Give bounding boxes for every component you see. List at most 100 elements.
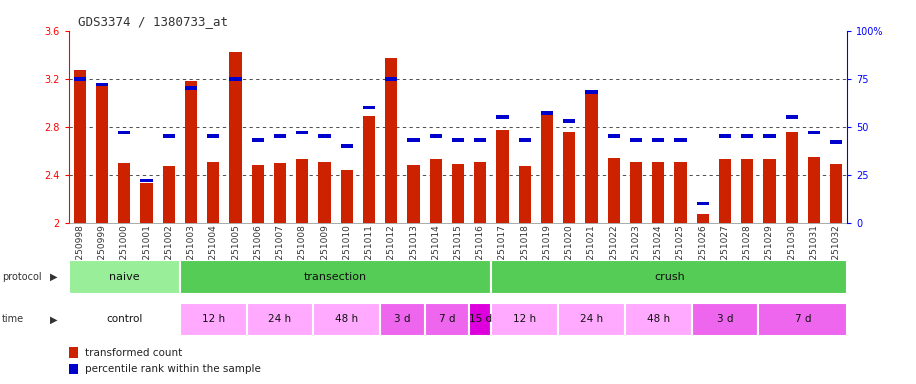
- Text: 12 h: 12 h: [202, 314, 224, 324]
- Bar: [73, 77, 86, 81]
- Bar: [540, 111, 553, 115]
- Bar: [118, 163, 130, 223]
- Bar: [69, 260, 180, 294]
- Bar: [630, 138, 642, 142]
- Bar: [469, 303, 491, 336]
- Bar: [830, 140, 843, 144]
- Bar: [630, 162, 642, 223]
- Bar: [252, 165, 264, 223]
- Bar: [430, 159, 442, 223]
- Bar: [363, 106, 376, 109]
- Bar: [452, 138, 464, 142]
- Bar: [185, 86, 197, 90]
- Bar: [558, 303, 625, 336]
- Bar: [341, 170, 353, 223]
- Bar: [607, 134, 620, 138]
- Bar: [518, 166, 531, 223]
- Bar: [607, 158, 620, 223]
- Bar: [763, 134, 776, 138]
- Bar: [69, 303, 180, 336]
- Bar: [491, 260, 847, 294]
- Text: naive: naive: [109, 272, 139, 282]
- Bar: [140, 183, 153, 223]
- Bar: [180, 303, 246, 336]
- Text: 7 d: 7 d: [794, 314, 811, 324]
- Text: ▶: ▶: [50, 272, 58, 282]
- Text: percentile rank within the sample: percentile rank within the sample: [85, 364, 261, 374]
- Bar: [786, 115, 798, 119]
- Bar: [719, 134, 731, 138]
- Bar: [741, 159, 753, 223]
- Bar: [73, 70, 86, 223]
- Bar: [696, 202, 709, 205]
- Bar: [180, 260, 491, 294]
- Bar: [452, 164, 464, 223]
- Bar: [385, 58, 398, 223]
- Bar: [585, 90, 597, 94]
- Bar: [274, 163, 286, 223]
- Bar: [474, 138, 486, 142]
- Bar: [625, 303, 692, 336]
- Bar: [474, 162, 486, 223]
- Text: ▶: ▶: [50, 314, 58, 324]
- Text: 12 h: 12 h: [513, 314, 536, 324]
- Text: 48 h: 48 h: [647, 314, 670, 324]
- Bar: [96, 83, 108, 86]
- Bar: [118, 131, 130, 134]
- Bar: [652, 162, 664, 223]
- Bar: [758, 303, 847, 336]
- Bar: [674, 162, 687, 223]
- Bar: [408, 138, 420, 142]
- Bar: [207, 162, 220, 223]
- Bar: [319, 162, 331, 223]
- Bar: [408, 165, 420, 223]
- Bar: [385, 77, 398, 81]
- Bar: [692, 303, 758, 336]
- Bar: [518, 138, 531, 142]
- Bar: [808, 157, 820, 223]
- Bar: [140, 179, 153, 182]
- Bar: [207, 134, 220, 138]
- Bar: [652, 138, 664, 142]
- Text: 3 d: 3 d: [394, 314, 410, 324]
- Text: transformed count: transformed count: [85, 348, 182, 358]
- Bar: [425, 303, 469, 336]
- Text: time: time: [2, 314, 24, 324]
- Text: 15 d: 15 d: [469, 314, 492, 324]
- Text: transection: transection: [304, 272, 367, 282]
- Text: 48 h: 48 h: [335, 314, 358, 324]
- Text: 7 d: 7 d: [439, 314, 455, 324]
- Bar: [313, 303, 380, 336]
- Bar: [163, 134, 175, 138]
- Bar: [674, 138, 687, 142]
- Bar: [319, 134, 331, 138]
- Bar: [540, 114, 553, 223]
- Bar: [491, 303, 558, 336]
- Bar: [696, 214, 709, 223]
- Bar: [380, 303, 425, 336]
- Bar: [719, 159, 731, 223]
- Bar: [741, 134, 753, 138]
- Bar: [296, 131, 309, 134]
- Bar: [185, 81, 197, 223]
- Text: 24 h: 24 h: [580, 314, 603, 324]
- Bar: [808, 131, 820, 134]
- Text: 24 h: 24 h: [268, 314, 291, 324]
- Text: crush: crush: [654, 272, 684, 282]
- Text: control: control: [106, 314, 143, 324]
- Bar: [163, 166, 175, 223]
- Bar: [430, 134, 442, 138]
- Bar: [496, 130, 508, 223]
- Bar: [830, 164, 843, 223]
- Bar: [252, 138, 264, 142]
- Bar: [496, 115, 508, 119]
- Bar: [246, 303, 313, 336]
- Bar: [363, 116, 376, 223]
- Bar: [229, 52, 242, 223]
- Text: protocol: protocol: [2, 272, 41, 282]
- Bar: [296, 159, 309, 223]
- Bar: [763, 159, 776, 223]
- Bar: [786, 132, 798, 223]
- Text: 3 d: 3 d: [716, 314, 733, 324]
- Bar: [229, 77, 242, 81]
